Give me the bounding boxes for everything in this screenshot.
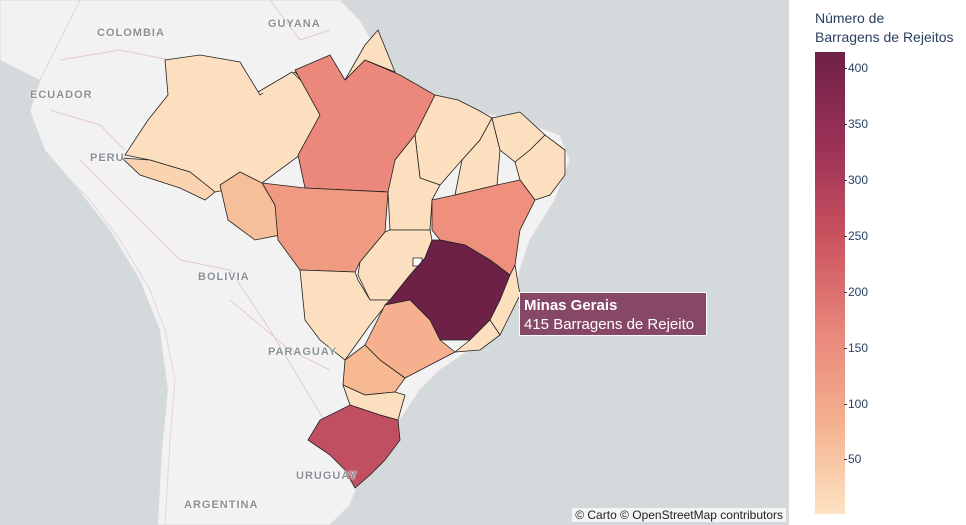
colorbar-gradient bbox=[815, 52, 845, 514]
colorbar-tick: 350 bbox=[843, 117, 869, 131]
map-attribution[interactable]: © Carto © OpenStreetMap contributors bbox=[572, 508, 786, 522]
label-bolivia: BOLIVIA bbox=[198, 271, 250, 283]
colorbar-tick: 250 bbox=[843, 229, 869, 243]
label-uruguay: URUGUAY bbox=[296, 470, 358, 482]
state-rio-de-janeiro[interactable] bbox=[453, 319, 501, 353]
tooltip-value: 415 Barragens de Rejeito bbox=[524, 316, 695, 333]
state-acre[interactable] bbox=[120, 157, 216, 201]
colorbar-tick: 150 bbox=[843, 341, 869, 355]
colorbar-tick: 100 bbox=[843, 397, 869, 411]
label-colombia: COLOMBIA bbox=[97, 27, 165, 39]
label-ecuador: ECUADOR bbox=[30, 89, 93, 101]
choropleth-map[interactable]: COLOMBIA GUYANA ECUADOR PERU BOLIVIA PAR… bbox=[0, 0, 789, 525]
state-rio-grande-do-sul[interactable] bbox=[307, 404, 401, 489]
pacific-ocean bbox=[0, 60, 168, 525]
state-amapa[interactable] bbox=[344, 29, 396, 81]
state-northeast-small[interactable] bbox=[514, 134, 566, 201]
tooltip-state-name: Minas Gerais bbox=[524, 297, 618, 314]
state-mato-grosso-do-sul[interactable] bbox=[299, 269, 391, 361]
label-guyana: GUYANA bbox=[268, 18, 321, 30]
label-argentina: ARGENTINA bbox=[184, 499, 259, 511]
map-canvas[interactable] bbox=[0, 0, 789, 525]
legend-title-line1: Número de bbox=[815, 10, 885, 26]
hover-tooltip: Minas Gerais 415 Barragens de Rejeito bbox=[519, 292, 707, 336]
state-mato-grosso[interactable] bbox=[261, 182, 389, 273]
label-paraguay: PARAGUAY bbox=[268, 346, 338, 358]
legend-title-line2: Barragens de Rejeitos bbox=[815, 29, 954, 45]
brazil-states[interactable] bbox=[120, 29, 566, 489]
colorbar-tick: 300 bbox=[843, 173, 869, 187]
colorbar-tick: 200 bbox=[843, 285, 869, 299]
legend-title: Número de Barragens de Rejeitos bbox=[815, 9, 954, 47]
colorbar-legend: Número de Barragens de Rejeitos 400 350 … bbox=[789, 0, 966, 525]
colorbar-tick: 50 bbox=[843, 452, 862, 466]
label-peru: PERU bbox=[90, 152, 125, 164]
colorbar-tick: 400 bbox=[843, 61, 869, 75]
